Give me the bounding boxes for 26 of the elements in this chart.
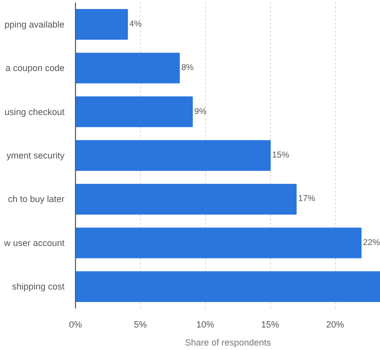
bar (76, 96, 193, 128)
bar (76, 184, 297, 215)
bar (76, 140, 271, 171)
data-label: 9% (194, 106, 208, 116)
data-label: 8% (181, 62, 194, 72)
data-label: 4% (129, 18, 142, 28)
bar (76, 52, 180, 84)
y-tick-label: a coupon code (5, 63, 65, 74)
x-tick-label: 5% (134, 320, 147, 330)
y-tick-label: ch to buy later (8, 194, 65, 204)
bar (76, 271, 380, 302)
y-tick-label: w user account (2, 238, 65, 248)
data-label: 15% (272, 150, 290, 160)
y-tick-label: shipping cost (12, 282, 65, 292)
x-tick-label: 0% (68, 320, 82, 330)
y-tick-label: pping available (4, 19, 64, 30)
x-tick-label: 15% (261, 320, 280, 330)
data-label: 17% (298, 193, 316, 204)
x-tick-label: 20% (326, 320, 344, 330)
y-tick-label: yment security (6, 150, 65, 160)
bar (76, 8, 128, 40)
data-label: 22% (363, 236, 380, 247)
bar (76, 228, 362, 258)
y-tick-label: using checkout (4, 106, 65, 117)
x-tick-label: 10% (196, 320, 214, 330)
x-axis-title: Share of respondents (184, 338, 272, 348)
